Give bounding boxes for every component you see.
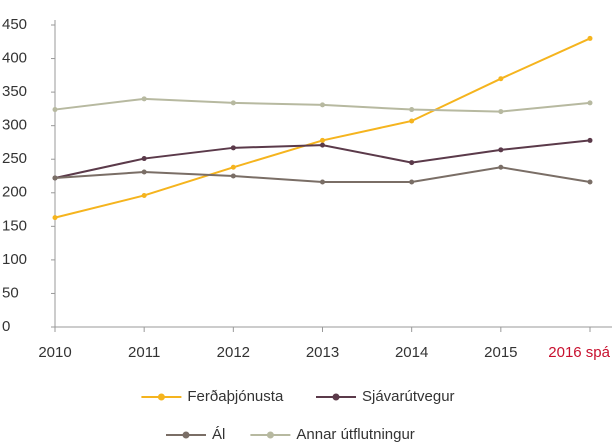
point (141, 192, 147, 198)
point (320, 102, 325, 108)
x-tick-label: 2013 (306, 344, 339, 361)
point (230, 145, 236, 151)
series-line (54, 37, 591, 219)
legend-label: Sjávarútvegur (362, 388, 455, 405)
point (587, 100, 593, 106)
y-tick-label: 400 (2, 50, 27, 67)
point (409, 118, 415, 124)
point (587, 35, 593, 41)
legend-dot (182, 431, 190, 439)
point (230, 164, 236, 170)
legend-label: Annar útflutningur (296, 426, 414, 443)
y-tick-label: 0 (2, 318, 10, 335)
x-tick-label: 2016 spá (548, 344, 610, 361)
legend-label: Ál (212, 426, 225, 443)
point (52, 215, 58, 221)
y-tick-label: 200 (2, 184, 27, 201)
point (320, 137, 325, 143)
point (498, 147, 504, 153)
point (587, 137, 593, 143)
legend-dot (157, 393, 165, 401)
point (141, 156, 147, 162)
point (230, 100, 236, 106)
point (320, 179, 325, 185)
point (409, 107, 415, 113)
point (320, 142, 325, 148)
legend-dot (266, 431, 274, 439)
point (498, 76, 504, 82)
y-tick-label: 150 (2, 217, 27, 234)
legend-label: Ferðaþjónusta (187, 388, 284, 405)
x-tick-label: 2010 (38, 344, 71, 361)
x-tick-label: 2012 (217, 344, 250, 361)
x-tick-label: 2014 (395, 344, 428, 361)
point (52, 107, 58, 113)
y-tick-label: 350 (2, 83, 27, 100)
point (141, 96, 147, 102)
x-tick-label: 2011 (128, 344, 160, 361)
y-tick-label: 450 (2, 16, 27, 33)
y-tick-label: 100 (2, 251, 27, 268)
point (409, 160, 415, 166)
legend-dot (332, 393, 340, 401)
y-tick-label: 300 (2, 117, 27, 134)
point (498, 164, 504, 170)
x-tick-label: 2015 (484, 344, 517, 361)
y-tick-label: 50 (2, 284, 19, 301)
point (587, 179, 593, 185)
point (409, 179, 415, 185)
y-tick-label: 250 (2, 150, 27, 167)
point (230, 173, 236, 179)
point (498, 109, 504, 115)
point (52, 175, 58, 181)
point (141, 169, 147, 175)
